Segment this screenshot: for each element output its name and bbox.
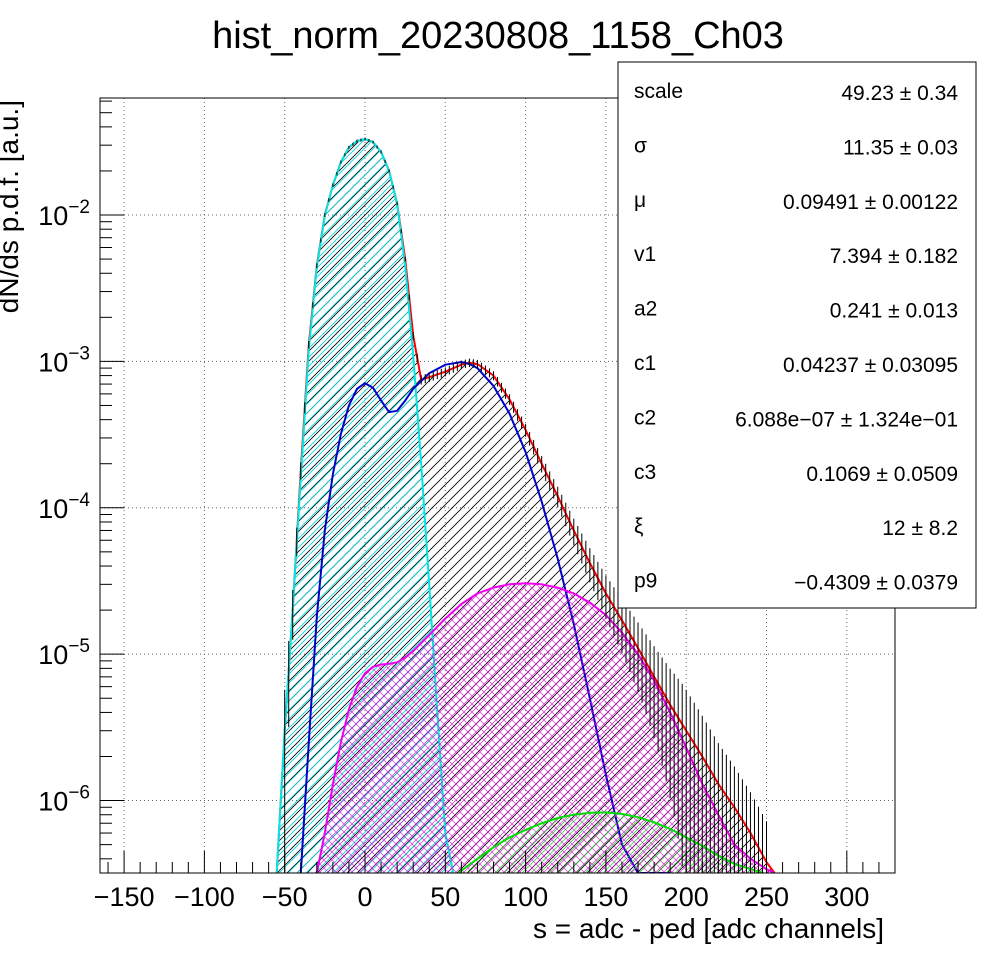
stats-param-value: 0.09491 ± 0.00122 [783,191,958,214]
x-tick-label: −50 [262,882,308,912]
stats-param-value: 7.394 ± 0.182 [830,245,958,268]
stats-param-name: c3 [634,461,656,484]
x-axis-label: s = adc - ped [adc channels] [533,913,884,944]
x-tick-label: 50 [430,882,460,912]
fit-parameters-box: scale 49.23 ± 0.34 σ 11.35 ± 0.03 μ 0.09491 ±… [617,61,977,609]
stats-param-value: 0.04237 ± 0.03095 [783,354,958,377]
chart-title: hist_norm_20230808_1158_Ch03 [212,15,784,57]
x-tick-label: 100 [503,882,548,912]
stats-param-value: 49.23 ± 0.34 [841,82,958,105]
x-tick-label: 200 [664,882,709,912]
y-tick-label: 10−4 [38,490,90,524]
x-tick-label: 250 [744,882,789,912]
stats-param-name: ξ [634,515,643,538]
stats-param-name: c1 [634,352,656,375]
stats-param-value: 11.35 ± 0.03 [843,136,958,159]
x-tick-label: −100 [174,882,235,912]
y-axis-label: dN/ds p.d.f. [a.u.] [0,100,24,313]
stats-param-name: scale [634,80,683,103]
y-tick-label: 10−5 [38,636,90,670]
histogram-errorbars [284,137,768,873]
series-triple-pe-component [457,811,764,873]
series-triple-pe-component-fill [458,812,764,873]
stats-param-name: p9 [634,570,657,593]
stats-param-name: μ [634,189,646,212]
x-tick-label: 300 [824,882,869,912]
stats-param-name: c2 [634,406,656,429]
y-tick-label: 10−6 [38,783,90,817]
stats-box-frame [617,61,977,609]
series-layer [275,138,776,873]
y-tick-label: 10−2 [38,197,90,231]
stats-param-value: 0.1069 ± 0.0509 [806,463,958,486]
stats-param-value: 0.241 ± 0.013 [830,300,958,323]
x-tick-label: 150 [583,882,628,912]
stats-param-value: 12 ± 8.2 [882,517,958,540]
x-tick-label: −150 [94,882,155,912]
series-double-pe-component-fill [316,583,775,873]
series-double-pe-component [315,582,775,873]
y-axis-ticks: 10−6 10−5 10−4 10−3 10−2 [38,100,124,860]
x-tick-label: 0 [357,882,372,912]
x-axis-ticks: −150 −100 −50 0 50 100 150 200 250 300 [94,851,896,912]
stats-param-name: σ [634,134,647,157]
stats-param-value: −0.4309 ± 0.0379 [794,572,958,595]
y-tick-label: 10−3 [38,343,90,377]
grid-lines [100,98,895,873]
stats-param-name: v1 [634,243,656,266]
stats-param-value: 6.088e−07 ± 1.324e−01 [735,408,958,431]
stats-param-name: a2 [634,298,657,321]
